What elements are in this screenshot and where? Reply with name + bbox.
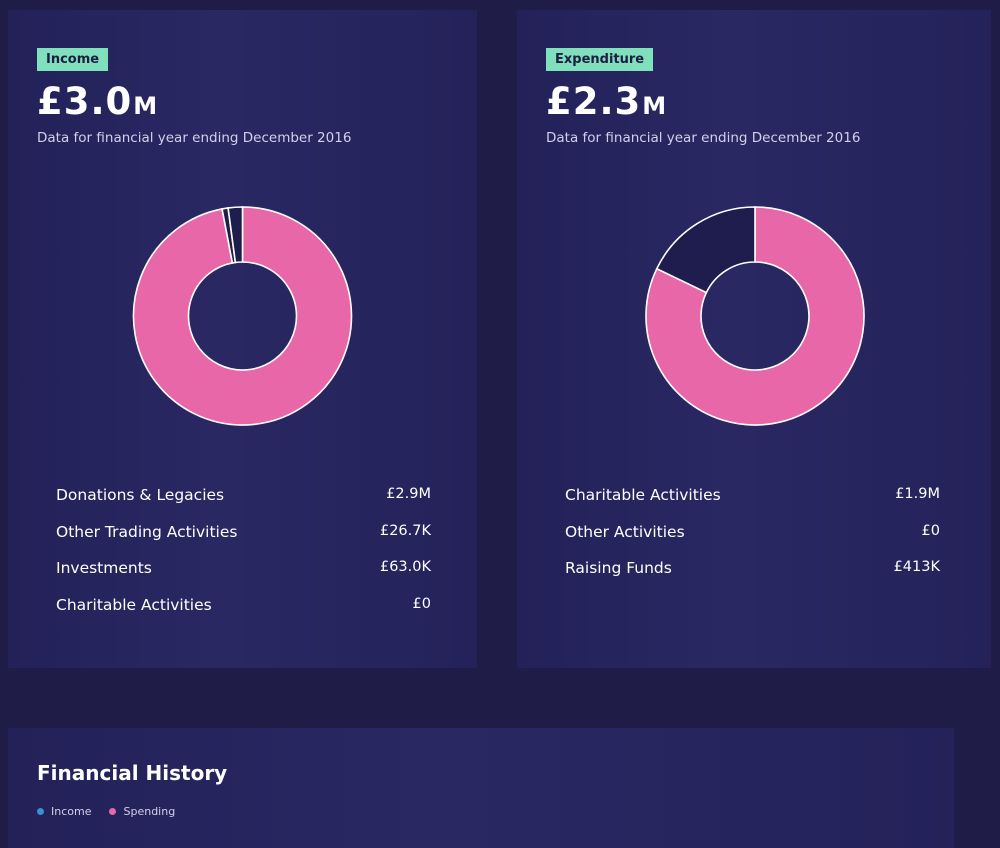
legend-dot-spending (109, 808, 117, 815)
income-subtitle: Data for financial year ending December … (37, 130, 352, 146)
income-row-label: Other Trading Activities (56, 522, 238, 541)
legend-item-income[interactable]: Income (37, 805, 91, 818)
expenditure-amount-unit: M (642, 92, 668, 120)
income-amount: £3.0M (37, 80, 158, 123)
income-row-charitable-activities: Charitable Activities £0 (56, 596, 431, 633)
income-card: Income £3.0M Data for financial year end… (8, 10, 477, 668)
expenditure-row-value: £413K (893, 559, 940, 575)
financial-history-card: Financial History Income Spending (8, 728, 954, 848)
expenditure-row-label: Charitable Activities (565, 486, 721, 504)
income-breakdown-list: Donations & Legacies £2.9M Other Trading A… (56, 486, 431, 632)
income-row-value: £63.0K (379, 559, 431, 575)
expenditure-row-label: Other Activities (565, 522, 685, 541)
expenditure-subtitle: Data for financial year ending December … (546, 130, 861, 146)
income-row-value: £0 (412, 595, 431, 612)
income-donut-chart (132, 206, 353, 426)
income-slice-investments[interactable] (227, 206, 244, 264)
legend-item-spending[interactable]: Spending (109, 805, 175, 818)
income-row-investments: Investments £63.0K (56, 559, 431, 596)
income-row-label: Investments (56, 559, 152, 577)
income-row-value: £26.7K (379, 522, 431, 539)
income-row-other-trading-activities: Other Trading Activities £26.7K (56, 523, 431, 560)
expenditure-amount-value: £2.3 (546, 80, 642, 123)
expenditure-row-label: Raising Funds (565, 559, 672, 577)
income-row-donations-legacies: Donations & Legacies £2.9M (56, 486, 431, 523)
expenditure-amount: £2.3M (546, 80, 667, 123)
income-amount-value: £3.0 (37, 80, 133, 123)
legend-label-spending: Spending (123, 805, 176, 818)
expenditure-row-charitable-activities: Charitable Activities £1.9M (565, 486, 940, 523)
income-slice-donations-legacies[interactable] (132, 206, 353, 426)
income-amount-unit: M (133, 92, 159, 120)
income-row-label: Donations & Legacies (56, 486, 225, 504)
income-row-value: £2.9M (386, 486, 431, 502)
expenditure-row-raising-funds: Raising Funds £413K (565, 559, 940, 596)
expenditure-row-value: £0 (921, 522, 940, 539)
expenditure-badge: Expenditure (546, 48, 654, 71)
legend-label-income: Income (51, 805, 92, 818)
income-badge: Income (37, 48, 109, 71)
legend-dot-income (37, 808, 44, 815)
expenditure-donut-chart (645, 206, 865, 426)
history-legend: Income Spending (37, 805, 193, 818)
expenditure-card: Expenditure £2.3M Data for financial yea… (517, 10, 991, 668)
expenditure-slice-charitable-activities[interactable] (645, 206, 865, 426)
expenditure-row-other-activities: Other Activities £0 (565, 523, 940, 560)
financial-history-title: Financial History (37, 761, 228, 785)
expenditure-breakdown-list: Charitable Activities £1.9M Other Activiti… (565, 486, 940, 596)
expenditure-row-value: £1.9M (895, 486, 940, 502)
expenditure-slice-raising-funds[interactable] (655, 206, 756, 294)
income-row-label: Charitable Activities (56, 595, 212, 614)
